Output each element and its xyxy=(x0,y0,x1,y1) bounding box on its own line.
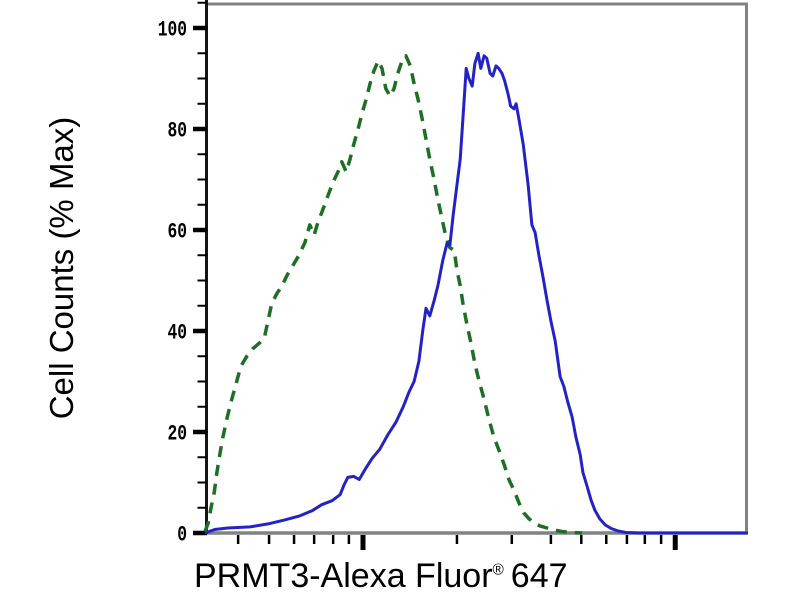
y-tick-label: 100 xyxy=(158,17,187,42)
registered-trademark-symbol: ® xyxy=(492,561,504,579)
y-tick-label: 80 xyxy=(167,118,187,143)
y-axis-title: Cell Counts (% Max) xyxy=(43,116,80,420)
y-tick-label: 20 xyxy=(167,421,187,446)
y-tick-label: 60 xyxy=(167,219,187,244)
y-tick-label: 40 xyxy=(167,320,187,345)
solid-blue-curve xyxy=(204,51,748,535)
x-axis-title-suffix: 647 xyxy=(510,557,568,595)
x-axis-title: PRMT3-Alexa Fluor® 647 xyxy=(194,557,568,596)
x-axis-title-main: PRMT3-Alexa Fluor xyxy=(194,557,493,595)
dashed-green-curve xyxy=(203,54,582,535)
y-tick-label: 0 xyxy=(177,522,187,547)
